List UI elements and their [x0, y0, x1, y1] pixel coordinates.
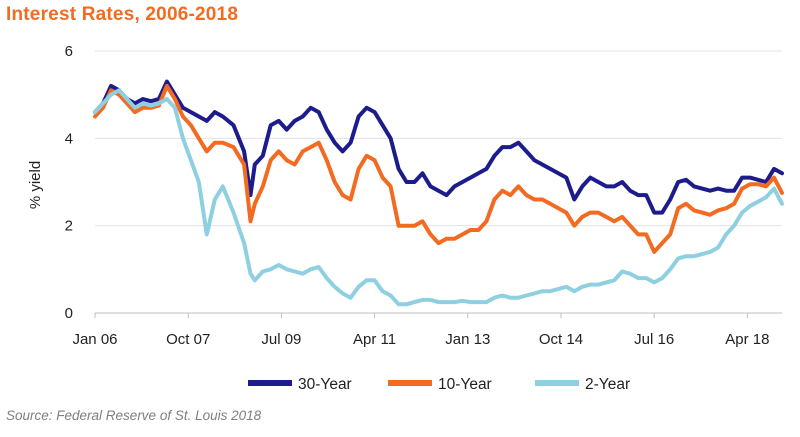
y-tick-label: 4 [65, 130, 73, 147]
legend-item-30-year: 30-Year [248, 376, 352, 393]
x-axis-ticks: Jan 06 Oct 07 Jul 09 Apr 11 Jan 13 Oct 14 Jul … [72, 313, 769, 348]
x-tick-label: Jul 09 [261, 331, 301, 348]
y-tick-label: 0 [65, 305, 73, 322]
source-note: Source: Federal Reserve of St. Louis 201… [6, 408, 262, 423]
legend-label: 2-Year [585, 376, 630, 393]
series-line-10-year [93, 83, 784, 254]
series-line-30-year [93, 79, 784, 215]
x-tick-label: Jul 16 [634, 331, 674, 348]
x-tick-label: Oct 14 [539, 331, 583, 348]
x-tick-label: Oct 07 [166, 331, 210, 348]
series-line-2-year [93, 88, 784, 307]
legend-item-10-year: 10-Year [388, 376, 492, 393]
y-tick-label: 2 [65, 218, 73, 235]
x-tick-label: Jan 06 [72, 331, 117, 348]
y-tick-label: 6 [65, 43, 73, 60]
legend-item-2-year: 2-Year [535, 376, 630, 393]
series-lines [93, 79, 784, 307]
y-axis-ticks: 0 2 4 6 [65, 43, 73, 322]
chart-title: Interest Rates, 2006-2018 [6, 4, 239, 25]
legend: 30-Year 10-Year 2-Year [248, 376, 630, 393]
x-tick-label: Apr 18 [725, 331, 769, 348]
legend-label: 10-Year [438, 376, 492, 393]
x-tick-label: Apr 11 [353, 331, 396, 348]
x-tick-label: Jan 13 [445, 331, 490, 348]
y-axis-label: % yield [27, 161, 44, 209]
legend-label: 30-Year [298, 376, 352, 393]
